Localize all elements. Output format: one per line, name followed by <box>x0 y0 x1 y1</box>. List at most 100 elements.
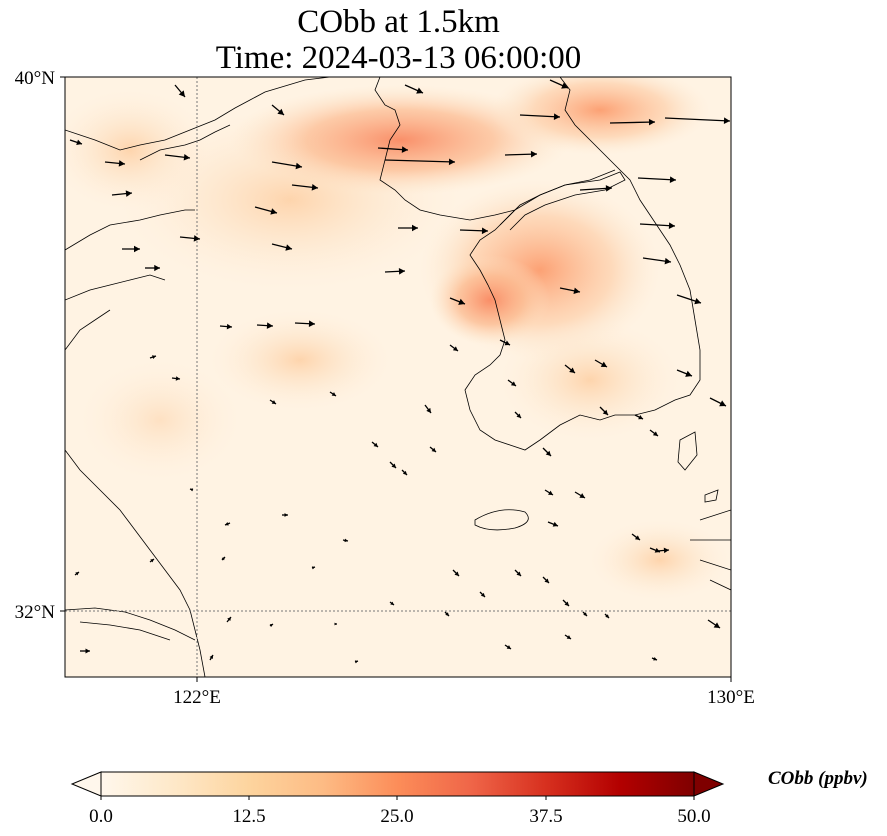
wind-vector-head <box>402 470 407 475</box>
wind-vector-head <box>634 535 640 540</box>
wind-vector-head <box>600 361 607 367</box>
wind-vector-head <box>390 601 394 605</box>
gridlines <box>65 77 731 677</box>
wind-vector-head <box>308 320 315 327</box>
wind-vector-head <box>270 208 277 215</box>
wind-vector-head <box>373 442 378 447</box>
wind-vector-head <box>516 571 521 576</box>
wind-vector-head <box>579 493 585 498</box>
wind-vector-shaft <box>664 117 731 122</box>
wind-vector-head <box>398 268 405 275</box>
wind-vector-head <box>652 431 658 436</box>
wind-vector-head <box>269 624 273 627</box>
lat-tick-label: 32°N <box>15 602 56 623</box>
wind-vector-head <box>118 160 125 167</box>
wind-vector-head <box>663 547 669 554</box>
wind-vector-head <box>530 150 537 158</box>
wind-vector-head <box>284 513 288 517</box>
wind-vector-head <box>664 257 671 265</box>
wind-vector-shaft <box>384 159 456 163</box>
wind-vector-head <box>151 355 156 360</box>
figure-title-line1: CObb at 1.5km <box>297 4 500 40</box>
colorbar-tick-label: 0.0 <box>89 806 113 827</box>
wind-vector-head <box>545 450 551 456</box>
wind-vector-head <box>602 409 608 415</box>
wind-vector-head <box>277 108 284 115</box>
colorbar-gradient <box>101 772 694 796</box>
wind-vector-head <box>331 392 336 396</box>
wind-vector-head <box>266 322 273 329</box>
colorbar-label: CObb (ppbv) <box>768 768 868 789</box>
wind-vector-head <box>150 559 154 563</box>
lon-tick-label: 122°E <box>173 687 221 708</box>
wind-vector-head <box>227 617 231 622</box>
wind-vector-head <box>209 655 213 659</box>
colorbar-tick-label: 25.0 <box>380 806 413 827</box>
colorbar-tick-label: 37.5 <box>529 806 562 827</box>
wind-vector-head <box>344 538 348 543</box>
concentration-field <box>65 77 731 677</box>
wind-vector-head <box>183 154 190 161</box>
wind-vector-head <box>566 635 571 639</box>
wind-vector-head <box>648 118 655 126</box>
wind-vector-head <box>225 522 229 526</box>
wind-vector-shaft <box>609 121 656 124</box>
wind-vector-head <box>311 566 315 570</box>
wind-vector-head <box>175 376 180 381</box>
wind-vector-head <box>561 82 568 89</box>
wind-vector-head <box>426 407 431 413</box>
wind-vector-head <box>271 400 276 404</box>
wind-vector-head <box>416 87 423 94</box>
coastlines <box>65 77 731 677</box>
wind-vector-head <box>685 370 692 377</box>
wind-vector-head <box>510 381 516 386</box>
colorbar-extend-max <box>693 771 725 797</box>
colorbar-tick-label: 50.0 <box>677 806 710 827</box>
wind-vector-head <box>295 162 302 170</box>
wind-vector-head <box>669 176 676 183</box>
wind-vector-head <box>480 592 485 597</box>
wind-vector-head <box>85 648 90 654</box>
wind-vector-head <box>723 117 730 125</box>
wind-vector-head <box>311 184 318 191</box>
wind-vector-head <box>193 235 200 242</box>
wind-vector-shaft <box>519 114 561 118</box>
lat-tick-label: 40°N <box>15 68 56 89</box>
wind-vector-head <box>516 413 521 418</box>
wind-vector-head <box>221 557 225 561</box>
map-frame <box>64 76 732 678</box>
wind-vector-head <box>178 90 185 97</box>
wind-vector-head <box>548 490 553 495</box>
wind-vector-head <box>190 488 194 492</box>
wind-vector-head <box>134 245 140 253</box>
wind-vector-head <box>481 227 488 235</box>
wind-vector-head <box>605 185 612 192</box>
wind-vector-head <box>504 340 510 346</box>
wind-vector-head <box>458 298 465 305</box>
wind-vector-head <box>285 244 292 251</box>
lon-tick-label: 130°E <box>707 687 755 708</box>
wind-vector-head <box>544 578 549 583</box>
figure-title-line2: Time: 2024-03-13 06:00:00 <box>215 40 582 76</box>
wind-vector-head <box>226 323 232 330</box>
colorbar-extend-min <box>70 771 102 797</box>
wind-vector-head <box>605 614 609 618</box>
wind-vector-head <box>354 660 358 664</box>
wind-vector-head <box>713 622 720 628</box>
wind-vector-head <box>412 224 418 232</box>
wind-vector-head <box>154 264 160 272</box>
wind-vector-head <box>719 400 726 407</box>
wind-vectors <box>69 79 731 664</box>
wind-vector-head <box>694 297 701 305</box>
colorbar: 0.0 12.5 25.0 37.5 50.0 <box>70 771 725 827</box>
wind-vector-head <box>569 367 575 373</box>
wind-vector-head <box>506 645 511 649</box>
wind-vector-head <box>391 463 396 468</box>
wind-vector-head <box>125 190 132 197</box>
wind-vector-head <box>76 139 82 146</box>
wind-vector-head <box>553 113 560 120</box>
colorbar-tick-label: 12.5 <box>232 806 265 827</box>
wind-vector-head <box>448 158 455 166</box>
wind-vector-head <box>564 601 569 606</box>
